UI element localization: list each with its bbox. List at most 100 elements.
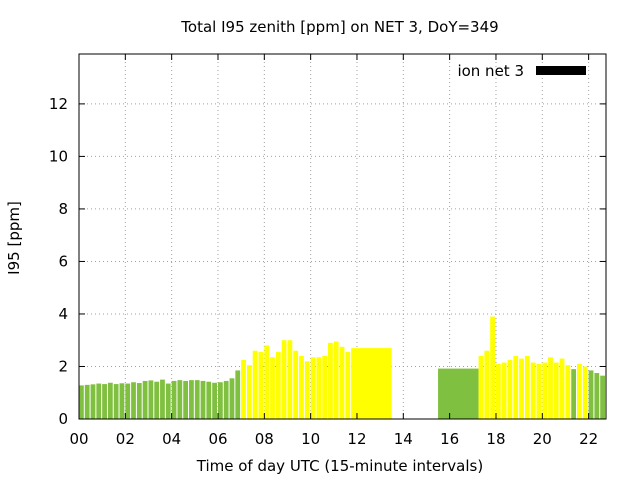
bar	[270, 357, 275, 419]
bar	[229, 378, 235, 419]
bar	[206, 381, 212, 419]
bar	[501, 362, 507, 419]
bar	[328, 342, 333, 419]
bar	[113, 384, 119, 419]
x-tick-label: 16	[440, 430, 459, 448]
bar	[200, 380, 206, 419]
bar	[495, 363, 501, 419]
y-tick-label: 4	[58, 305, 68, 323]
bar	[223, 380, 229, 419]
bar	[322, 355, 328, 419]
axis-ticks	[78, 54, 606, 420]
bar	[513, 355, 519, 419]
bar	[293, 350, 299, 419]
bar	[536, 363, 542, 419]
bar	[148, 380, 154, 419]
bar	[524, 355, 530, 419]
bar	[519, 358, 524, 419]
bar	[125, 383, 131, 419]
bar	[96, 383, 102, 419]
bar	[582, 366, 588, 419]
bar	[553, 362, 559, 419]
bar	[136, 383, 142, 419]
bar	[600, 375, 605, 419]
bar	[235, 370, 241, 419]
bar	[217, 382, 223, 419]
bar	[160, 379, 165, 419]
bar	[345, 352, 351, 419]
y-tick-label: 6	[58, 252, 68, 270]
bar	[183, 380, 189, 419]
legend-label: ion net 3	[457, 62, 524, 80]
bar	[351, 348, 392, 419]
bar	[102, 384, 107, 419]
bar	[131, 382, 136, 419]
x-axis-label: Time of day UTC (15-minute intervals)	[196, 457, 483, 475]
y-tick-label: 2	[58, 357, 68, 375]
bar	[333, 341, 339, 419]
bar	[165, 383, 171, 419]
bar	[310, 357, 316, 419]
bar	[507, 359, 513, 419]
x-tick-label: 20	[533, 430, 552, 448]
bar	[530, 362, 536, 419]
y-tick-label: 8	[58, 200, 68, 218]
bar	[299, 355, 304, 419]
x-tick-label: 12	[347, 430, 366, 448]
x-tick-label: 18	[486, 430, 505, 448]
y-tick-label: 10	[49, 147, 68, 165]
bar	[316, 357, 322, 419]
bar	[246, 365, 252, 419]
bar	[304, 361, 310, 419]
chart-title: Total I95 zenith [ppm] on NET 3, DoY=349	[180, 18, 498, 36]
bar	[258, 352, 264, 419]
bar	[571, 369, 577, 419]
bar	[287, 340, 293, 419]
bar	[212, 382, 217, 419]
bar	[79, 385, 84, 419]
bar	[565, 365, 571, 419]
bar	[484, 350, 490, 419]
bar	[588, 370, 594, 419]
x-tick-label: 04	[162, 430, 181, 448]
x-tick-label: 10	[301, 430, 320, 448]
bar	[478, 355, 484, 419]
y-axis-label: I95 [ppm]	[5, 201, 23, 275]
bar	[339, 346, 345, 419]
bar	[189, 380, 194, 419]
bar	[194, 380, 200, 419]
x-tick-label: 00	[69, 430, 88, 448]
bar	[577, 363, 582, 419]
x-tick-label: 08	[255, 430, 274, 448]
bar	[281, 340, 287, 419]
bar	[84, 384, 90, 419]
bar	[171, 380, 177, 419]
bar	[548, 357, 553, 419]
bar	[90, 384, 96, 419]
bar	[490, 316, 495, 419]
legend-swatch	[536, 66, 586, 75]
bar	[252, 350, 258, 419]
plot-border	[78, 53, 607, 420]
bar	[142, 380, 148, 419]
bars	[79, 316, 605, 419]
x-tick-label: 02	[116, 430, 135, 448]
bar	[241, 359, 246, 419]
x-tick-label: 06	[208, 430, 227, 448]
bar	[264, 345, 270, 419]
bar	[438, 368, 479, 419]
legend: ion net 3	[457, 62, 586, 80]
y-tick-label: 12	[49, 95, 68, 113]
bar	[594, 373, 600, 419]
bar	[275, 352, 281, 419]
bar	[107, 382, 113, 419]
bar	[119, 383, 125, 419]
bar	[559, 358, 565, 419]
bar	[154, 381, 160, 419]
y-tick-label: 0	[58, 410, 68, 428]
bar	[542, 362, 548, 419]
bar	[177, 380, 183, 419]
x-tick-label: 22	[579, 430, 598, 448]
